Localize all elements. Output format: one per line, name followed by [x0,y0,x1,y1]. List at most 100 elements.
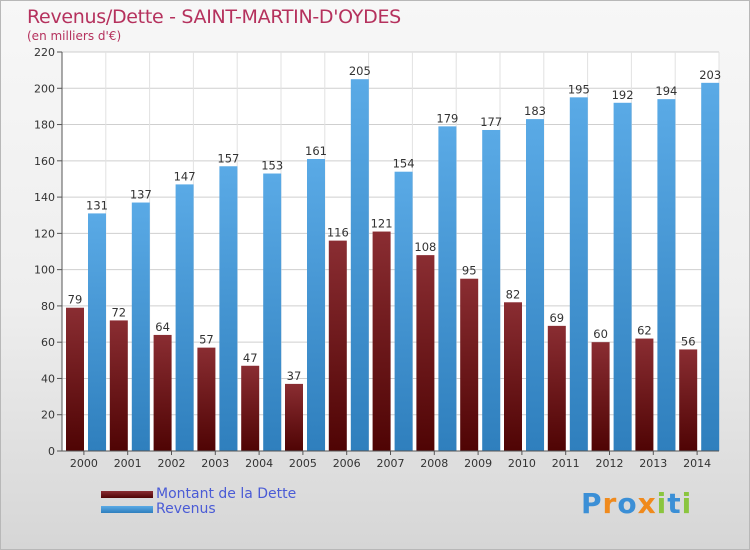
x-tick-label-2007: 2007 [377,457,405,470]
bar-debt-2012 [591,342,610,451]
bar-revenue-2012 [613,102,632,452]
legend-swatch-revenue [101,506,153,513]
bar-revenue-2001 [131,202,150,451]
y-tick-label: 60 [41,336,55,349]
y-tick-label: 20 [41,409,55,422]
x-tick-label-2014: 2014 [683,457,711,470]
y-tick-label: 220 [34,46,55,59]
logo-letter: i [681,487,693,520]
data-label-revenue-2007: 154 [393,157,415,171]
bar-debt-2008 [416,255,435,451]
data-label-debt-2012: 60 [593,327,608,341]
x-tick-label-2009: 2009 [464,457,492,470]
data-label-debt-2001: 72 [111,305,126,319]
bar-debt-2010 [504,302,522,451]
bar-revenue-2006 [350,79,369,452]
data-label-revenue-2008: 179 [436,111,458,125]
data-label-debt-2010: 82 [506,287,521,301]
data-label-debt-2014: 56 [681,334,696,348]
x-tick-label-2006: 2006 [333,457,361,470]
x-tick-label-2013: 2013 [639,457,667,470]
bar-debt-2009 [460,278,479,451]
bar-revenue-2013 [657,99,676,452]
data-label-revenue-2011: 195 [568,82,590,96]
data-label-revenue-2009: 177 [480,115,502,129]
x-tick-label-2001: 2001 [114,457,142,470]
data-label-revenue-2001: 137 [130,188,152,202]
logo-letter: o [617,487,638,520]
data-label-debt-2009: 95 [462,264,477,278]
bars [66,79,720,452]
x-tick-label-2010: 2010 [508,457,536,470]
data-label-debt-2008: 108 [414,240,436,254]
data-label-revenue-2000: 131 [86,198,108,212]
bar-debt-2004 [241,365,260,451]
bar-debt-2002 [153,334,172,451]
data-label-debt-2000: 79 [68,293,83,307]
bar-revenue-2002 [175,184,194,452]
logo-letter: P [581,487,603,520]
legend-label-debt: Montant de la Dette [156,486,297,502]
data-label-revenue-2002: 147 [174,169,196,183]
x-tick-label-2000: 2000 [70,457,98,470]
bar-revenue-2000 [88,213,106,451]
bar-debt-2011 [547,325,566,451]
bar-debt-2001 [109,320,128,451]
data-label-revenue-2004: 153 [261,159,283,173]
y-tick-label: 120 [34,227,55,240]
y-tick-label: 180 [34,119,55,132]
y-tick-label: 140 [34,191,55,204]
x-tick-label-2008: 2008 [420,457,448,470]
x-tick-label-2003: 2003 [201,457,229,470]
bar-debt-2005 [285,383,303,451]
bar-revenue-2008 [438,126,457,451]
bar-debt-2007 [372,231,391,451]
data-label-revenue-2014: 203 [699,68,721,82]
data-label-revenue-2013: 194 [655,84,677,98]
x-tick-label-2011: 2011 [552,457,580,470]
logo-letter: t [667,487,682,520]
data-label-debt-2007: 121 [371,217,393,231]
x-tick-label-2004: 2004 [245,457,273,470]
data-label-revenue-2005: 161 [305,144,327,158]
data-label-debt-2011: 69 [549,311,564,325]
data-label-debt-2005: 37 [287,369,302,383]
bar-revenue-2011 [569,97,588,451]
y-tick-label: 40 [41,372,55,385]
y-tick-label: 200 [34,82,55,95]
bar-revenue-2004 [263,173,282,451]
legend-label-revenue: Revenus [156,501,216,517]
y-tick-label: 80 [41,300,55,313]
data-label-revenue-2010: 183 [524,104,546,118]
logo-letter: i [656,487,668,520]
chart-title: Revenus/Dette - SAINT-MARTIN-D'OYDES [27,6,401,28]
data-labels: 79 131 72 137 64 147 57 157 47 153 37 161 116 205 121 1… [68,64,721,383]
bar-revenue-2009 [482,129,501,451]
axes: 0 20 40 60 80 100 120 140 160 180 200 220 2000 2001 20… [34,46,719,470]
bar-debt-2006 [328,240,347,451]
legend-swatch-debt [101,491,153,498]
data-label-debt-2003: 57 [199,333,214,347]
data-label-debt-2004: 47 [243,351,258,365]
proxiti-logo: Proxiti [581,487,692,520]
bar-revenue-2005 [307,159,325,451]
data-label-debt-2013: 62 [637,324,652,338]
data-label-revenue-2006: 205 [349,64,371,78]
bar-debt-2013 [635,338,654,451]
y-tick-label: 100 [34,264,55,277]
chart-subtitle: (en milliers d'€) [27,29,122,43]
bar-revenue-2007 [394,171,413,451]
bar-debt-2003 [197,347,216,451]
x-tick-label-2005: 2005 [289,457,317,470]
logo-letter: x [637,487,657,520]
x-tick-label-2002: 2002 [158,457,186,470]
bar-revenue-2010 [526,119,544,451]
x-tick-label-2012: 2012 [596,457,624,470]
bar-revenue-2014 [701,82,720,451]
data-label-debt-2002: 64 [155,320,170,334]
data-label-debt-2006: 116 [327,226,349,240]
data-label-revenue-2012: 192 [612,88,634,102]
data-label-revenue-2003: 157 [217,151,239,165]
bar-debt-2014 [679,349,698,451]
